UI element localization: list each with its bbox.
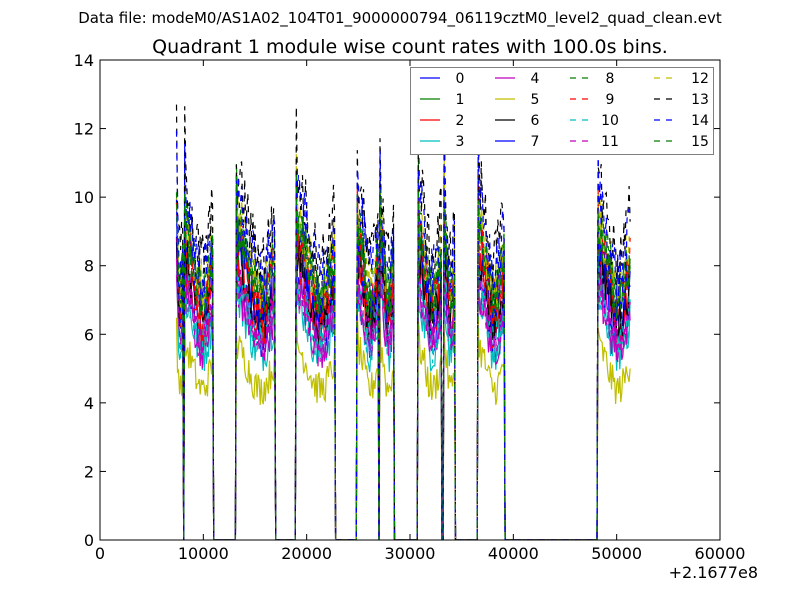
legend-label-6: 6: [531, 113, 540, 129]
x-tick-label: 10000: [178, 544, 229, 563]
series-line-8: [175, 156, 631, 540]
x-offset-label: +2.1677e8: [669, 563, 758, 582]
y-tick-label: 6: [84, 325, 94, 344]
x-tick-label: 30000: [385, 544, 436, 563]
legend-label-8: 8: [606, 71, 615, 87]
legend-label-3: 3: [456, 134, 465, 150]
legend-label-7: 7: [531, 134, 540, 150]
y-tick-label: 8: [84, 257, 94, 276]
x-tick-label: 50000: [591, 544, 642, 563]
x-tick-label: 60000: [695, 544, 746, 563]
series-line-9: [175, 173, 631, 540]
series-line-2: [175, 215, 631, 540]
legend-label-9: 9: [606, 92, 615, 108]
legend-label-2: 2: [456, 113, 465, 129]
y-tick-label: 2: [84, 462, 94, 481]
legend-label-5: 5: [531, 92, 540, 108]
suptitle: Data file: modeM0/AS1A02_104T01_90000007…: [78, 9, 722, 27]
y-tick-label: 14: [74, 51, 94, 70]
series-line-5: [175, 306, 631, 540]
x-tick-label: 0: [95, 544, 105, 563]
series-line-14: [175, 128, 631, 540]
legend-label-14: 14: [691, 113, 709, 129]
legend-box: [410, 67, 714, 155]
legend-label-1: 1: [456, 92, 465, 108]
legend-label-0: 0: [456, 71, 465, 87]
legend-label-13: 13: [691, 92, 709, 108]
y-tick-label: 12: [74, 120, 94, 139]
legend-label-11: 11: [601, 134, 619, 150]
chart-title: Quadrant 1 module wise count rates with …: [152, 36, 668, 58]
legend-label-12: 12: [691, 71, 709, 87]
series-line-6: [175, 203, 631, 540]
series-line-4: [175, 240, 631, 540]
legend-label-4: 4: [531, 71, 540, 87]
series-lines: [175, 104, 631, 540]
x-tick-label: 40000: [488, 544, 539, 563]
legend-label-10: 10: [601, 113, 619, 129]
legend-label-15: 15: [691, 134, 709, 150]
series-line-12: [175, 151, 631, 540]
x-tick-label: 20000: [281, 544, 332, 563]
y-tick-label: 4: [84, 394, 94, 413]
y-tick-label: 10: [74, 188, 94, 207]
series-line-3: [175, 251, 631, 540]
series-line-0: [175, 221, 631, 540]
y-tick-label: 0: [84, 531, 94, 550]
axis-ticks: 0 10000 20000 30000 40000 50000 60000024681012…: [74, 51, 746, 563]
